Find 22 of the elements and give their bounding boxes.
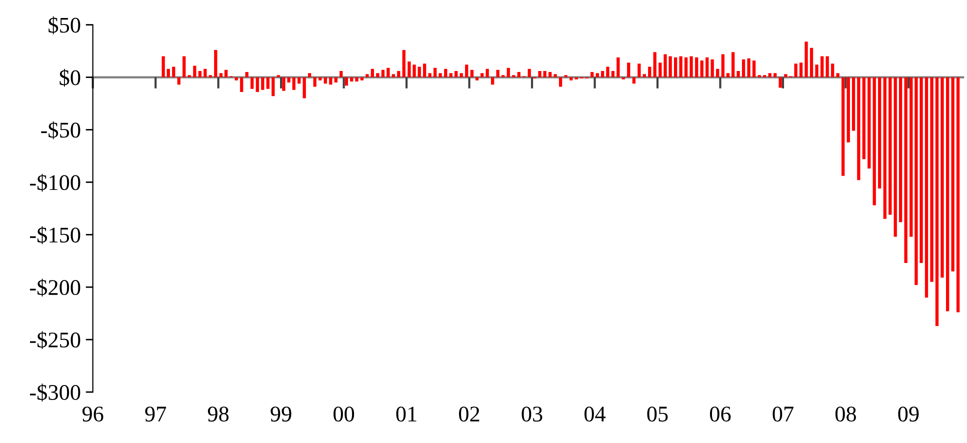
x-tick-label: 00 [334, 406, 354, 422]
x-tick-label: 08 [835, 406, 856, 422]
x-tick-label: 97 [145, 406, 166, 422]
y-tick-label: $50 [48, 16, 80, 34]
x-tick-label: 04 [584, 406, 606, 422]
x-tick-label: 03 [522, 406, 542, 422]
y-tick-label: $0 [60, 68, 80, 87]
x-tick-label: 06 [710, 406, 731, 422]
x-tick-label: 01 [396, 406, 416, 422]
x-tick-label: 07 [772, 406, 794, 422]
x-tick-label: 99 [270, 406, 292, 422]
y-tick-label: -$100 [30, 174, 80, 192]
y-tick-label: -$150 [30, 226, 80, 244]
y-tick-label: -$300 [30, 384, 80, 402]
x-tick-label: 05 [647, 406, 668, 422]
y-tick-label: -$250 [30, 331, 80, 349]
x-tick-label: 96 [82, 406, 104, 422]
y-tick-label: -$200 [30, 278, 80, 297]
x-tick-label: 02 [459, 406, 480, 422]
x-tick-label: 09 [898, 406, 919, 422]
x-tick-label: 98 [208, 406, 229, 422]
y-tick-label: -$50 [41, 121, 80, 140]
